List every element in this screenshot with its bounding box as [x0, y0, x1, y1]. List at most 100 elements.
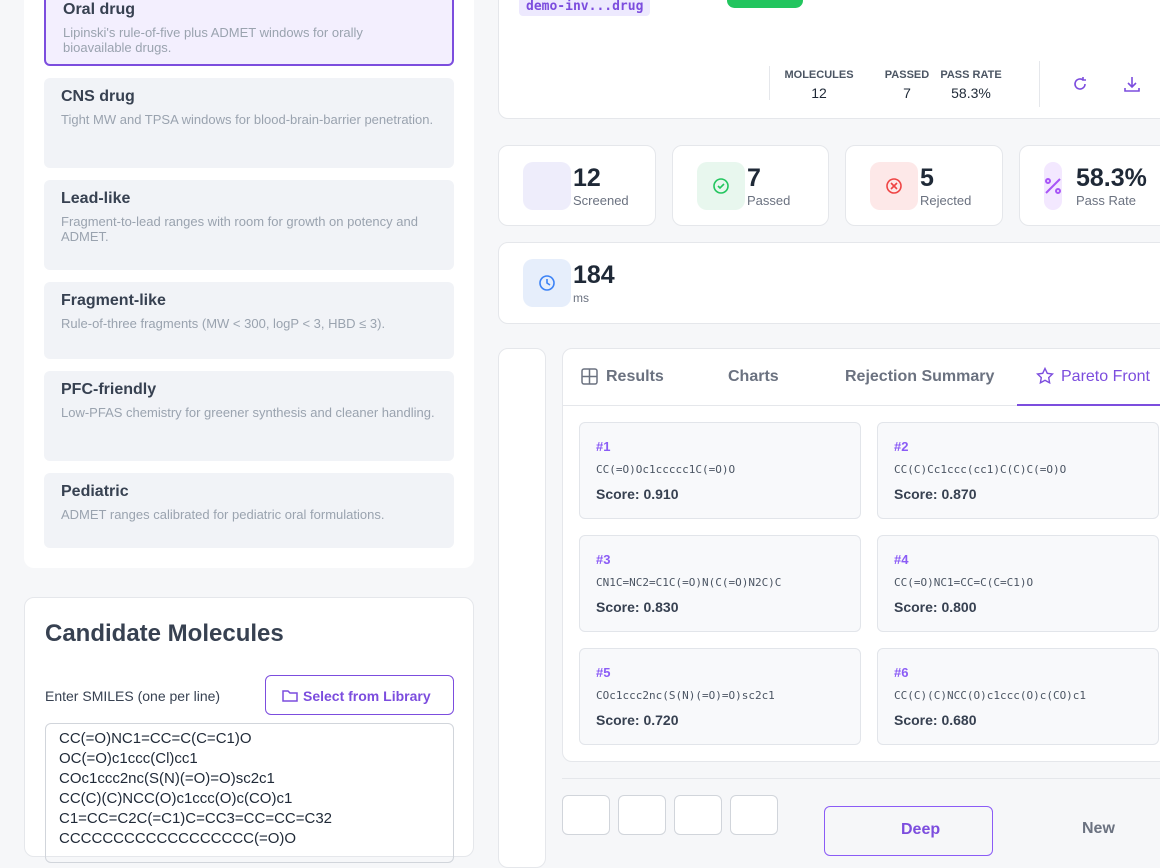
tab[interactable]: Results — [606, 368, 664, 385]
tab-divider — [563, 405, 1160, 406]
profile-name: Oral drug — [63, 1, 136, 18]
icon — [713, 178, 729, 194]
refresh-button[interactable] — [1071, 75, 1089, 93]
smiles: CC(C)Cc1ccc(cc1)C(C)C(=O)O — [894, 463, 1067, 476]
stat-label: ms — [573, 291, 589, 305]
rank: #6 — [894, 665, 909, 680]
icon — [523, 162, 571, 210]
profile-name: PFC-friendly — [61, 381, 157, 398]
pareto-card: #6 CC(C)(C)NCC(O)c1ccc(O)c(CO)c1 Score: 0.… — [877, 648, 1159, 745]
stat-icon — [523, 162, 571, 210]
profile-option[interactable]: Oral drug Lipinski's rule-of-five plus AD… — [44, 0, 454, 66]
side-panel — [498, 348, 546, 868]
summary-item: PASSED 7 — [872, 69, 942, 101]
summary-item: PASS RATE 58.3% — [936, 69, 1006, 101]
profile-option[interactable]: Pediatric ADMET ranges calibrated for ped… — [44, 473, 454, 548]
smiles: CC(C)(C)NCC(O)c1ccc(O)c(CO)c1 — [894, 689, 1087, 702]
pareto-card: #1 CC(=O)Oc1ccccc1C(=O)O Score: 0.910 — [579, 422, 861, 519]
icon — [1045, 178, 1061, 194]
pareto-card: #4 CC(=O)NC1=CC=C(C=C1)O Score: 0.800 — [877, 535, 1159, 632]
smiles-input[interactable]: CC(=O)NC1=CC=C(C=C1)O OC(=O)c1ccc(Cl)cc1 C… — [45, 723, 454, 863]
score: Score: 0.720 — [596, 712, 679, 728]
pareto-card: #3 CN1C=NC2=C1C(=O)N(C(=O)N2C)C Score: 0.8… — [579, 535, 861, 632]
stat-icon — [697, 162, 745, 210]
summary-value: 58.3% — [951, 85, 991, 101]
folder-icon — [282, 690, 298, 702]
screen: Candidate Molecules Enter SMILES (one pe… — [24, 0, 1160, 868]
stat-value: 7 — [747, 164, 761, 192]
score: Score: 0.830 — [596, 599, 679, 615]
stat-card: 5 Rejected — [845, 145, 1003, 226]
profile-option[interactable]: PFC-friendly Low-PFAS chemistry for green… — [44, 371, 454, 461]
stat-value: 12 — [573, 164, 601, 192]
profile-option[interactable]: Lead-like Fragment-to-lead ranges with ro… — [44, 180, 454, 270]
profile-description: Low-PFAS chemistry for greener synthesis… — [61, 405, 435, 420]
rank: #2 — [894, 439, 909, 454]
smiles-line: CC(C)(C)NCC(O)c1ccc(O)c(CO)c1 — [59, 790, 293, 807]
rank: #5 — [596, 665, 611, 680]
page-button[interactable] — [674, 795, 722, 835]
page-button[interactable] — [730, 795, 778, 835]
profile-description: Lipinski's rule-of-five plus ADMET windo… — [63, 25, 363, 55]
stat-label: Screened — [573, 193, 629, 208]
tab[interactable]: Rejection Summary — [845, 368, 995, 385]
grid-icon — [581, 368, 598, 385]
tab[interactable]: Pareto Front — [1061, 368, 1150, 385]
stat-icon — [1044, 162, 1062, 210]
run-tag: demo-inv...drug — [519, 0, 651, 16]
summary-item: MOLECULES 12 — [784, 69, 854, 101]
page-button[interactable] — [562, 795, 610, 835]
profile-name: Fragment-like — [61, 292, 166, 309]
tab[interactable]: Charts — [728, 368, 779, 385]
rank: #4 — [894, 552, 909, 567]
stat-value: 5 — [920, 164, 934, 192]
profile-name: Lead-like — [61, 190, 131, 207]
summary-label: PASS RATE — [940, 69, 1002, 81]
smiles-line: CCCCCCCCCCCCCCCCCC(=O)O — [59, 830, 297, 847]
stat-label: Rejected — [920, 193, 972, 208]
score: Score: 0.870 — [894, 486, 977, 502]
smiles: CC(=O)Oc1ccccc1C(=O)O — [596, 463, 736, 476]
page-button[interactable] — [618, 795, 666, 835]
smiles-line: OC(=O)c1ccc(Cl)cc1 — [59, 750, 198, 767]
new-button[interactable]: New — [1082, 820, 1115, 838]
button-text: Deep — [901, 821, 941, 838]
profile-option[interactable]: Fragment-like Rule-of-three fragments (MW… — [44, 282, 454, 359]
icon — [539, 275, 555, 291]
smiles-line: CC(=O)NC1=CC=C(C=C1)O — [59, 730, 252, 747]
stat-value: 184 — [573, 261, 615, 289]
icon — [886, 178, 902, 194]
summary-label: PASSED — [884, 69, 930, 81]
profile-description: Fragment-to-lead ranges with room for gr… — [61, 214, 418, 244]
page: Screening {"run_tag": "demo-inv...drug",… — [24, 0, 1160, 868]
input-label: Enter SMILES (one per line) — [45, 688, 221, 704]
profile-option[interactable]: CNS drug Tight MW and TPSA windows for bl… — [44, 78, 454, 168]
score: Score: 0.680 — [894, 712, 977, 728]
profile-name: Pediatric — [61, 483, 129, 500]
library-button[interactable]: Select from Library — [265, 675, 454, 715]
stat-card: 184 ms — [498, 242, 1160, 324]
deep-button[interactable]: Deep — [824, 806, 993, 856]
stat-icon — [870, 162, 918, 210]
smiles: COc1ccc2nc(S(N)(=O)=O)sc2c1 — [596, 689, 775, 702]
summary-value: 7 — [903, 85, 911, 101]
score: Score: 0.800 — [894, 599, 977, 615]
download-button[interactable] — [1123, 75, 1141, 93]
stat-card: 12 Screened — [498, 145, 656, 226]
rank: #1 — [596, 439, 611, 454]
button-text: Select from Library — [303, 688, 431, 704]
tab-indicator — [1017, 404, 1160, 406]
stat-card: 58.3% Pass Rate — [1019, 145, 1160, 226]
button-text: New — [1082, 820, 1115, 837]
profile-description: ADMET ranges calibrated for pediatric or… — [61, 507, 385, 522]
profile-description: Rule-of-three fragments (MW < 300, logP … — [61, 316, 386, 331]
smiles: CC(=O)NC1=CC=C(C=C1)O — [894, 576, 1034, 589]
smiles-line: C1=CC=C2C(=C1)C=CC3=CC=CC=C32 — [59, 810, 333, 827]
score: Score: 0.910 — [596, 486, 679, 502]
divider — [769, 66, 770, 100]
section-title: Candidate Molecules — [45, 620, 284, 647]
run-header: demo-inv...drug MOLECULES 12 PASSED 7 PASS R… — [498, 0, 1160, 119]
stat-label: Passed — [747, 193, 791, 208]
stat-icon — [523, 259, 571, 307]
stat-card: 7 Passed — [672, 145, 829, 226]
